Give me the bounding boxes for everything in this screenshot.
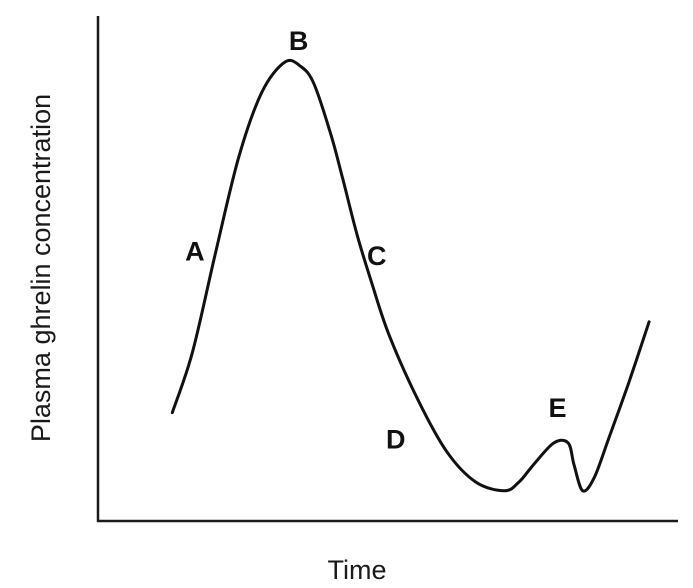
ghrelin-curve: [170, 58, 651, 493]
y-axis-title: Plasma ghrelin concentration: [26, 94, 56, 442]
point-label-e: E: [548, 393, 566, 423]
point-labels: A B C D E: [185, 26, 566, 455]
point-label-c: C: [367, 241, 387, 271]
point-label-a: A: [185, 237, 205, 267]
point-label-b: B: [289, 26, 309, 56]
point-label-d: D: [386, 425, 406, 455]
x-axis-title: Time: [328, 555, 387, 585]
